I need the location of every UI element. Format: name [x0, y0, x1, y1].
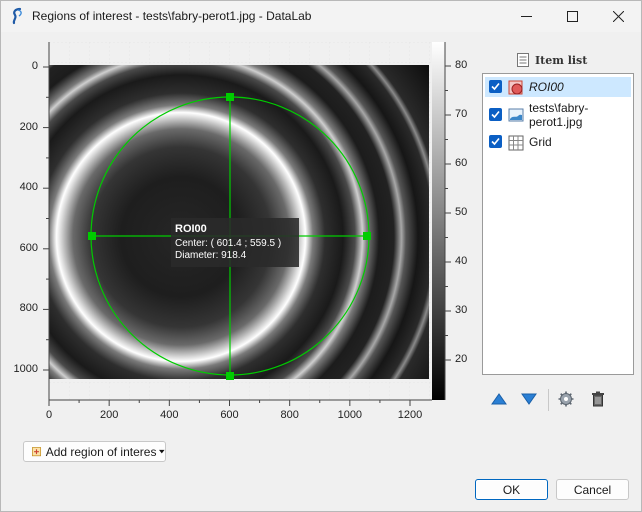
- colorbar-tick-label: 60: [455, 157, 468, 169]
- roi-label-center: Center: ( 601.4 ; 559.5 ): [175, 238, 281, 249]
- roi-handle-bottom[interactable]: [226, 372, 234, 380]
- item-list-title: Item list: [535, 53, 588, 67]
- image-icon: [508, 108, 524, 122]
- item-list[interactable]: ROI00 tests\fabry- perot1.jpg Grid: [482, 73, 634, 375]
- list-item-label: Grid: [529, 135, 552, 149]
- colorbar-tick-label: 80: [455, 59, 468, 71]
- y-tick-label: 200: [19, 120, 38, 133]
- list-item-grid[interactable]: Grid: [485, 133, 631, 153]
- delete-icon: [592, 391, 604, 407]
- y-tick-label: 800: [19, 302, 38, 315]
- x-tick-label: 200: [99, 409, 119, 421]
- x-tick-label: 1200: [397, 409, 423, 421]
- list-item-label-line2: perot1.jpg: [529, 115, 583, 129]
- image-plot[interactable]: ROI00 Center: ( 601.4 ; 559.5 ) Diameter…: [1, 32, 481, 432]
- roi-handle-top[interactable]: [226, 93, 234, 101]
- colorbar-tick-label: 50: [455, 206, 468, 218]
- roi-label-diameter: Diameter: 918.4: [175, 250, 247, 261]
- dropdown-arrow-icon: [159, 449, 165, 453]
- move-down-icon: [521, 393, 537, 405]
- colorbar-tick-label: 20: [455, 353, 468, 365]
- title-bar[interactable]: Regions of interest - tests\fabry-perot1…: [1, 1, 641, 32]
- close-button[interactable]: [595, 1, 641, 32]
- x-tick-label: 400: [160, 409, 179, 421]
- roi-label-box: [171, 218, 299, 267]
- toolbar-separator: [548, 389, 549, 411]
- y-tick-label: 600: [19, 241, 38, 254]
- ok-button[interactable]: OK: [475, 479, 548, 500]
- window-title: Regions of interest - tests\fabry-perot1…: [32, 9, 312, 23]
- list-item-label: ROI00: [529, 80, 564, 94]
- list-item-label: tests\fabry-: [529, 101, 589, 115]
- x-tick-label: 600: [220, 409, 239, 421]
- cancel-button[interactable]: Cancel: [556, 479, 629, 500]
- minimize-icon: [520, 16, 532, 17]
- colorbar-tick-label: 70: [455, 108, 468, 120]
- maximize-button[interactable]: [549, 1, 595, 32]
- y-tick-label: 400: [19, 181, 38, 194]
- minimize-button[interactable]: [503, 1, 549, 32]
- list-item-roi[interactable]: ROI00: [485, 77, 631, 97]
- y-tick-label: 1000: [13, 363, 38, 375]
- axis-ticks: [43, 65, 451, 406]
- x-tick-label: 1000: [337, 409, 363, 421]
- x-tick-label: 0: [45, 409, 53, 421]
- image-checkbox[interactable]: [489, 108, 502, 121]
- colorbar-tick-label: 30: [455, 304, 468, 316]
- add-roi-button[interactable]: Add region of interes: [23, 441, 166, 462]
- add-roi-label: Add region of interes: [45, 444, 157, 459]
- document-list-icon: [517, 53, 529, 67]
- move-up-icon: [491, 393, 507, 405]
- roi-label-name: ROI00: [175, 223, 207, 235]
- maximize-icon: [566, 11, 578, 22]
- y-tick-label: 0: [31, 60, 38, 72]
- move-up-button[interactable]: [489, 389, 509, 409]
- roi-checkbox[interactable]: [489, 80, 502, 93]
- close-icon: [612, 11, 624, 22]
- plot-canvas[interactable]: ROI00 Center: ( 601.4 ; 559.5 ) Diameter…: [1, 32, 481, 432]
- add-roi-icon: [32, 446, 42, 456]
- roi-handle-left[interactable]: [88, 232, 96, 240]
- delete-button[interactable]: [588, 389, 608, 409]
- colorbar: [432, 42, 445, 400]
- settings-button[interactable]: [556, 389, 576, 409]
- colorbar-tick-label: 40: [455, 255, 468, 267]
- checkmark-icon: [491, 110, 500, 119]
- grid-icon: [508, 135, 524, 151]
- x-tick-label: 800: [280, 409, 299, 421]
- roi-shape-icon: [508, 80, 523, 95]
- roi-handle-right[interactable]: [363, 232, 371, 240]
- grid-checkbox[interactable]: [489, 135, 502, 148]
- checkmark-icon: [491, 82, 500, 91]
- settings-icon: [558, 391, 574, 407]
- item-list-header: Item list: [517, 51, 587, 69]
- checkmark-icon: [491, 137, 500, 146]
- datalab-app-icon: [12, 7, 22, 25]
- list-item-image[interactable]: tests\fabry- perot1.jpg: [485, 99, 631, 131]
- move-down-button[interactable]: [519, 389, 539, 409]
